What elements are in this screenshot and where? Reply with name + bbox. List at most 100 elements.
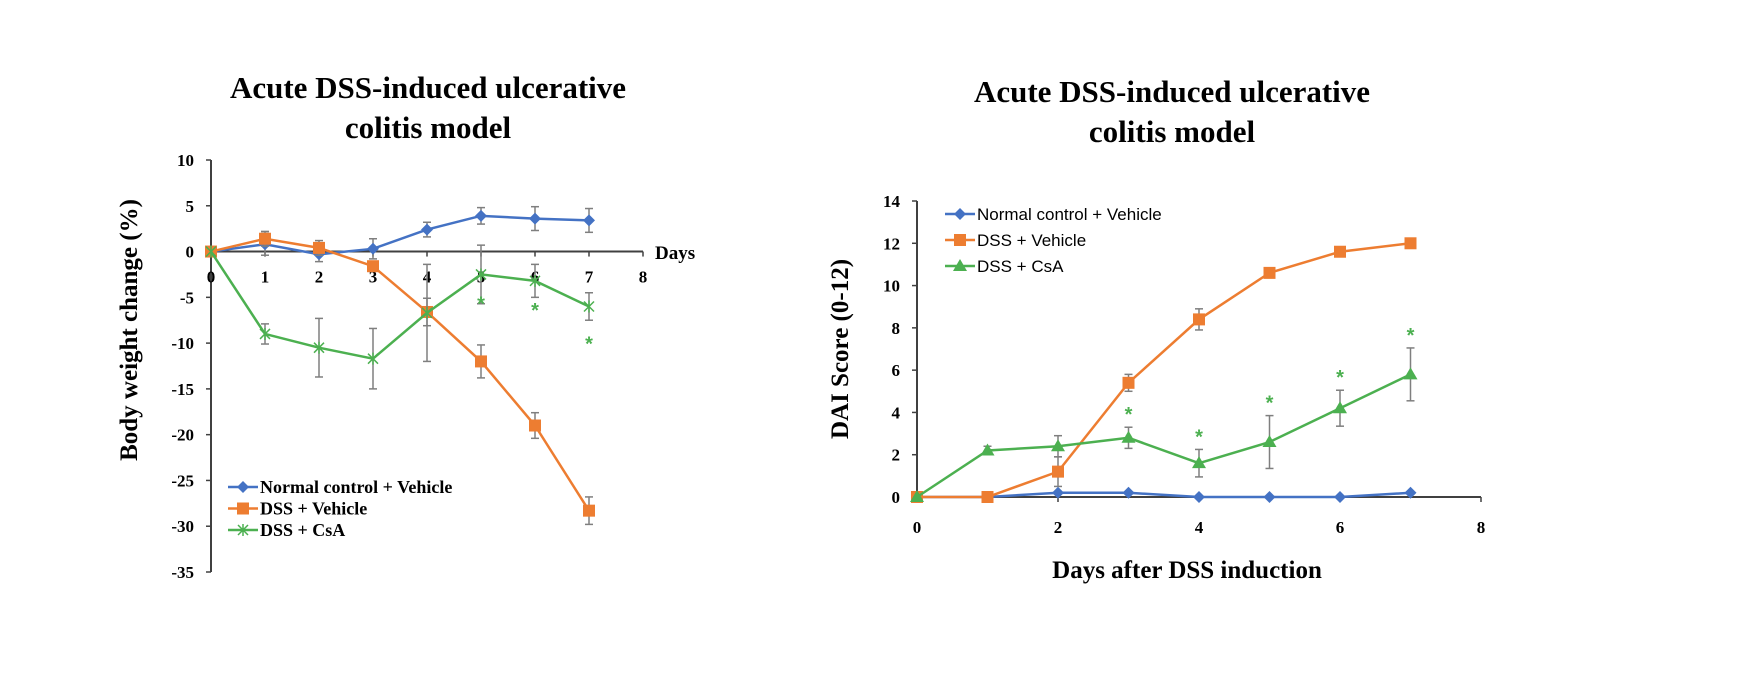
legend-label: Normal control + Vehicle: [977, 205, 1162, 224]
data-point-diamond: [475, 209, 487, 222]
y-axis-label: Body weight change (%): [116, 199, 143, 461]
legend-item: DSS + CsA: [945, 257, 1064, 276]
legend-marker-triangle: [953, 259, 967, 271]
series-line: [210, 237, 591, 512]
chart-title: Acute DSS-induced ulcerative: [230, 70, 626, 105]
y-tick-label: 12: [883, 234, 900, 253]
legend-item: Normal control + Vehicle: [228, 477, 452, 497]
y-axis-label: DAI Score (0-12): [827, 259, 854, 439]
significance-star: *: [585, 333, 593, 355]
legend-marker-star: [237, 524, 249, 536]
data-point-square: [1193, 313, 1205, 326]
legend-item: DSS + CsA: [228, 520, 345, 540]
data-point-square: [475, 355, 487, 368]
data-point-star: [259, 327, 271, 340]
significance-star: *: [1125, 404, 1133, 426]
data-point-triangle: [1121, 430, 1136, 443]
x-tick-label: 0: [913, 518, 922, 537]
legend-marker-diamond: [237, 481, 249, 493]
x-tick-label: 2: [1054, 518, 1063, 537]
chart-title: colitis model: [1089, 114, 1256, 149]
data-point-square: [529, 419, 541, 432]
series-line: [916, 373, 1412, 499]
data-point-triangle: [1192, 456, 1206, 469]
significance-star: *: [1407, 325, 1415, 347]
data-point-triangle: [910, 490, 924, 502]
data-point-star: [583, 300, 595, 313]
y-tick-label: 0: [892, 488, 901, 507]
data-point-diamond: [1404, 486, 1417, 499]
data-point-square: [583, 504, 595, 517]
legend-marker-square: [237, 502, 249, 515]
data-point-star: [367, 352, 379, 365]
x-tick-label: 8: [639, 268, 648, 287]
x-tick-label: 4: [1195, 518, 1204, 537]
significance-star: *: [1336, 367, 1344, 389]
data-point-square: [1334, 245, 1346, 258]
x-tick-label: 7: [585, 268, 594, 287]
series-line: [917, 491, 1411, 499]
series-dss-csa: [910, 347, 1418, 502]
data-point-square: [981, 491, 994, 503]
chart-title: Acute DSS-induced ulcerative: [974, 74, 1370, 109]
data-point-star: [529, 274, 541, 287]
y-tick-label: 4: [892, 403, 901, 422]
data-point-diamond: [1052, 486, 1064, 499]
significance-star: *: [1266, 393, 1274, 415]
y-tick-label: 5: [186, 197, 195, 216]
y-tick-label: -10: [171, 334, 194, 353]
data-point-square: [1404, 237, 1417, 250]
data-point-star: [421, 306, 433, 319]
y-tick-label: 0: [186, 243, 195, 262]
x-axis-label: Days: [655, 243, 695, 264]
y-tick-label: -30: [171, 517, 194, 536]
legend-item: DSS + Vehicle: [945, 231, 1086, 250]
chart-title: colitis model: [345, 110, 512, 145]
y-tick-label: -5: [180, 288, 194, 307]
x-tick-label: 3: [369, 268, 378, 287]
data-point-square: [1052, 465, 1064, 478]
y-tick-label: 8: [892, 319, 901, 338]
y-tick-label: 2: [892, 446, 901, 465]
legend-label: DSS + Vehicle: [977, 231, 1086, 250]
data-point-square: [367, 260, 379, 273]
y-tick-label: -15: [171, 380, 194, 399]
data-point-triangle: [1403, 367, 1418, 380]
data-point-square: [1122, 376, 1135, 389]
series-line: [917, 242, 1411, 499]
data-point-diamond: [367, 242, 379, 255]
y-tick-label: -35: [171, 563, 194, 582]
data-point-triangle: [1051, 439, 1065, 452]
x-tick-label: 6: [1336, 518, 1345, 537]
legend-label: DSS + Vehicle: [260, 499, 367, 519]
data-point-diamond: [529, 212, 541, 225]
legend-label: Normal control + Vehicle: [260, 477, 452, 497]
legend-item: DSS + Vehicle: [228, 499, 367, 519]
data-point-triangle: [1333, 401, 1347, 414]
x-axis-label: Days after DSS induction: [1052, 557, 1322, 584]
data-point-diamond: [1263, 491, 1276, 503]
series-dss-csa: [205, 244, 595, 390]
series-dss-vehicle: [205, 230, 595, 526]
data-point-diamond: [1122, 486, 1135, 499]
legend-label: DSS + CsA: [977, 257, 1064, 276]
legend-item: Normal control + Vehicle: [945, 205, 1162, 224]
legend-marker-diamond: [954, 208, 966, 220]
significance-star: *: [531, 300, 539, 322]
series-line: [209, 250, 590, 361]
y-tick-label: 6: [892, 361, 901, 380]
x-tick-label: 8: [1477, 518, 1486, 537]
x-tick-label: 1: [261, 268, 270, 287]
x-tick-label: 2: [315, 268, 324, 287]
significance-star: *: [477, 293, 485, 315]
series-dss-vehicle: [911, 237, 1417, 503]
chart-1: Acute DSS-induced ulcerative colitis mode…: [116, 70, 695, 582]
data-point-square: [313, 241, 325, 254]
data-point-square: [259, 232, 271, 245]
y-tick-label: 10: [883, 277, 900, 296]
y-tick-label: 14: [883, 192, 901, 211]
data-point-diamond: [421, 223, 433, 236]
x-tick-label: 0: [207, 268, 216, 287]
chart-2: Acute DSS-induced ulcerative colitis mode…: [827, 74, 1485, 584]
